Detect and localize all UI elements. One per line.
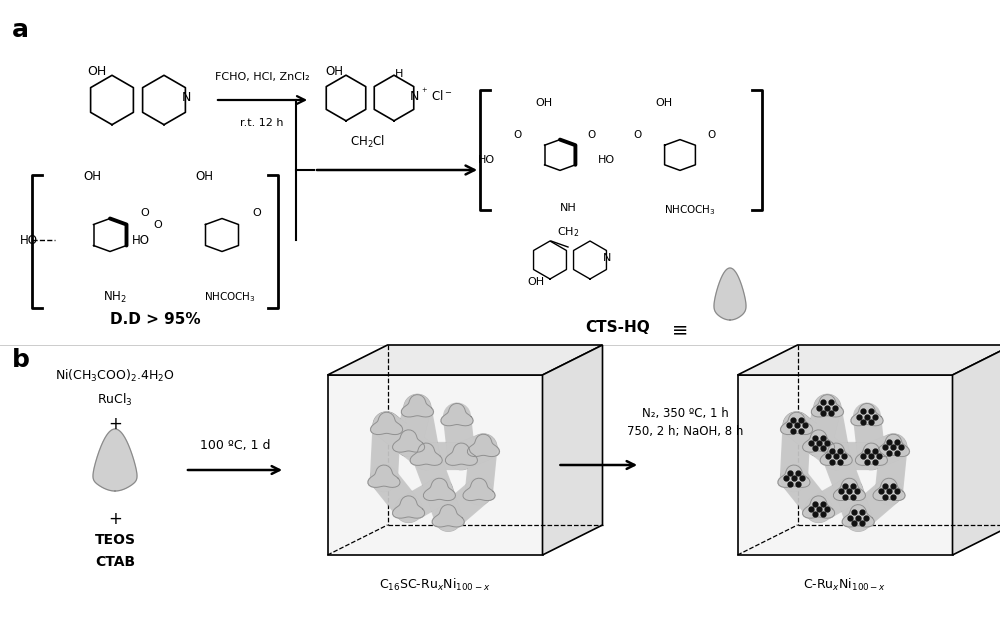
Text: CTAB: CTAB <box>95 555 135 569</box>
Text: O: O <box>253 208 261 218</box>
Text: NH$_2$: NH$_2$ <box>103 290 127 305</box>
Text: O: O <box>588 130 596 140</box>
Polygon shape <box>410 443 442 466</box>
Polygon shape <box>714 268 746 320</box>
Polygon shape <box>778 465 810 487</box>
Text: a: a <box>12 18 29 42</box>
Text: O: O <box>154 220 162 230</box>
Polygon shape <box>542 345 602 555</box>
Polygon shape <box>738 345 1000 375</box>
Text: FCHO, HCl, ZnCl₂: FCHO, HCl, ZnCl₂ <box>215 72 309 82</box>
Text: Ni(CH$_3$COO)$_2$.4H$_2$O: Ni(CH$_3$COO)$_2$.4H$_2$O <box>55 368 175 384</box>
Text: C-Ru$_x$Ni$_{100-x}$: C-Ru$_x$Ni$_{100-x}$ <box>803 577 887 593</box>
Text: H: H <box>395 69 403 79</box>
Polygon shape <box>441 403 473 426</box>
Text: C$_{16}$SC-Ru$_x$Ni$_{100-x}$: C$_{16}$SC-Ru$_x$Ni$_{100-x}$ <box>379 577 491 593</box>
Polygon shape <box>851 403 883 426</box>
Text: CH$_2$Cl: CH$_2$Cl <box>350 134 385 150</box>
Text: OH: OH <box>83 170 101 184</box>
Text: CH$_2$: CH$_2$ <box>557 225 579 238</box>
Text: 100 ºC, 1 d: 100 ºC, 1 d <box>200 439 270 452</box>
Text: r.t. 12 h: r.t. 12 h <box>240 118 284 128</box>
Text: O: O <box>633 130 641 140</box>
Polygon shape <box>328 375 542 555</box>
Text: b: b <box>12 348 30 372</box>
Text: NHCOCH$_3$: NHCOCH$_3$ <box>664 203 716 217</box>
Text: OH: OH <box>535 98 553 108</box>
Polygon shape <box>842 504 874 527</box>
Polygon shape <box>463 478 495 501</box>
Text: N₂, 350 ºC, 1 h: N₂, 350 ºC, 1 h <box>642 407 728 420</box>
Text: HO: HO <box>132 233 150 247</box>
Text: OH: OH <box>195 170 213 184</box>
Text: RuCl$_3$: RuCl$_3$ <box>97 392 133 408</box>
Polygon shape <box>401 394 434 417</box>
Polygon shape <box>873 478 905 501</box>
Polygon shape <box>93 429 137 491</box>
Text: OH: OH <box>655 98 673 108</box>
Polygon shape <box>820 443 852 466</box>
Text: HO: HO <box>20 233 38 247</box>
Text: N: N <box>603 253 611 263</box>
Text: OH: OH <box>325 65 343 78</box>
Text: NH: NH <box>560 203 576 213</box>
Polygon shape <box>445 443 478 466</box>
Text: NHCOCH$_3$: NHCOCH$_3$ <box>204 290 256 304</box>
Text: O: O <box>708 130 716 140</box>
Polygon shape <box>833 478 866 501</box>
Polygon shape <box>803 496 835 518</box>
Text: $^+$: $^+$ <box>420 86 429 97</box>
Polygon shape <box>328 345 602 375</box>
Polygon shape <box>371 412 403 434</box>
Text: HO: HO <box>598 155 615 165</box>
Text: +: + <box>108 510 122 528</box>
Polygon shape <box>811 394 844 417</box>
Polygon shape <box>393 430 425 452</box>
Polygon shape <box>803 430 835 452</box>
Polygon shape <box>781 412 813 434</box>
Text: CTS-HQ: CTS-HQ <box>586 320 650 335</box>
Polygon shape <box>368 465 400 487</box>
Polygon shape <box>432 504 464 527</box>
Text: 750, 2 h; NaOH, 8 h: 750, 2 h; NaOH, 8 h <box>627 425 743 438</box>
Text: N: N <box>181 91 191 104</box>
Polygon shape <box>423 478 456 501</box>
Text: HO: HO <box>478 155 495 165</box>
Text: N: N <box>410 90 419 103</box>
Text: O: O <box>141 208 149 218</box>
Text: OH: OH <box>527 277 545 287</box>
Polygon shape <box>467 434 500 457</box>
Polygon shape <box>952 345 1000 555</box>
Polygon shape <box>393 496 425 518</box>
Polygon shape <box>855 443 888 466</box>
Text: TEOS: TEOS <box>94 533 136 547</box>
Polygon shape <box>738 375 952 555</box>
Text: +: + <box>108 415 122 433</box>
Text: O: O <box>513 130 521 140</box>
Text: ≡: ≡ <box>672 320 688 339</box>
Text: OH: OH <box>87 65 106 78</box>
Polygon shape <box>877 434 910 457</box>
Text: Cl$^-$: Cl$^-$ <box>431 88 453 102</box>
Text: D.D > 95%: D.D > 95% <box>110 312 200 327</box>
